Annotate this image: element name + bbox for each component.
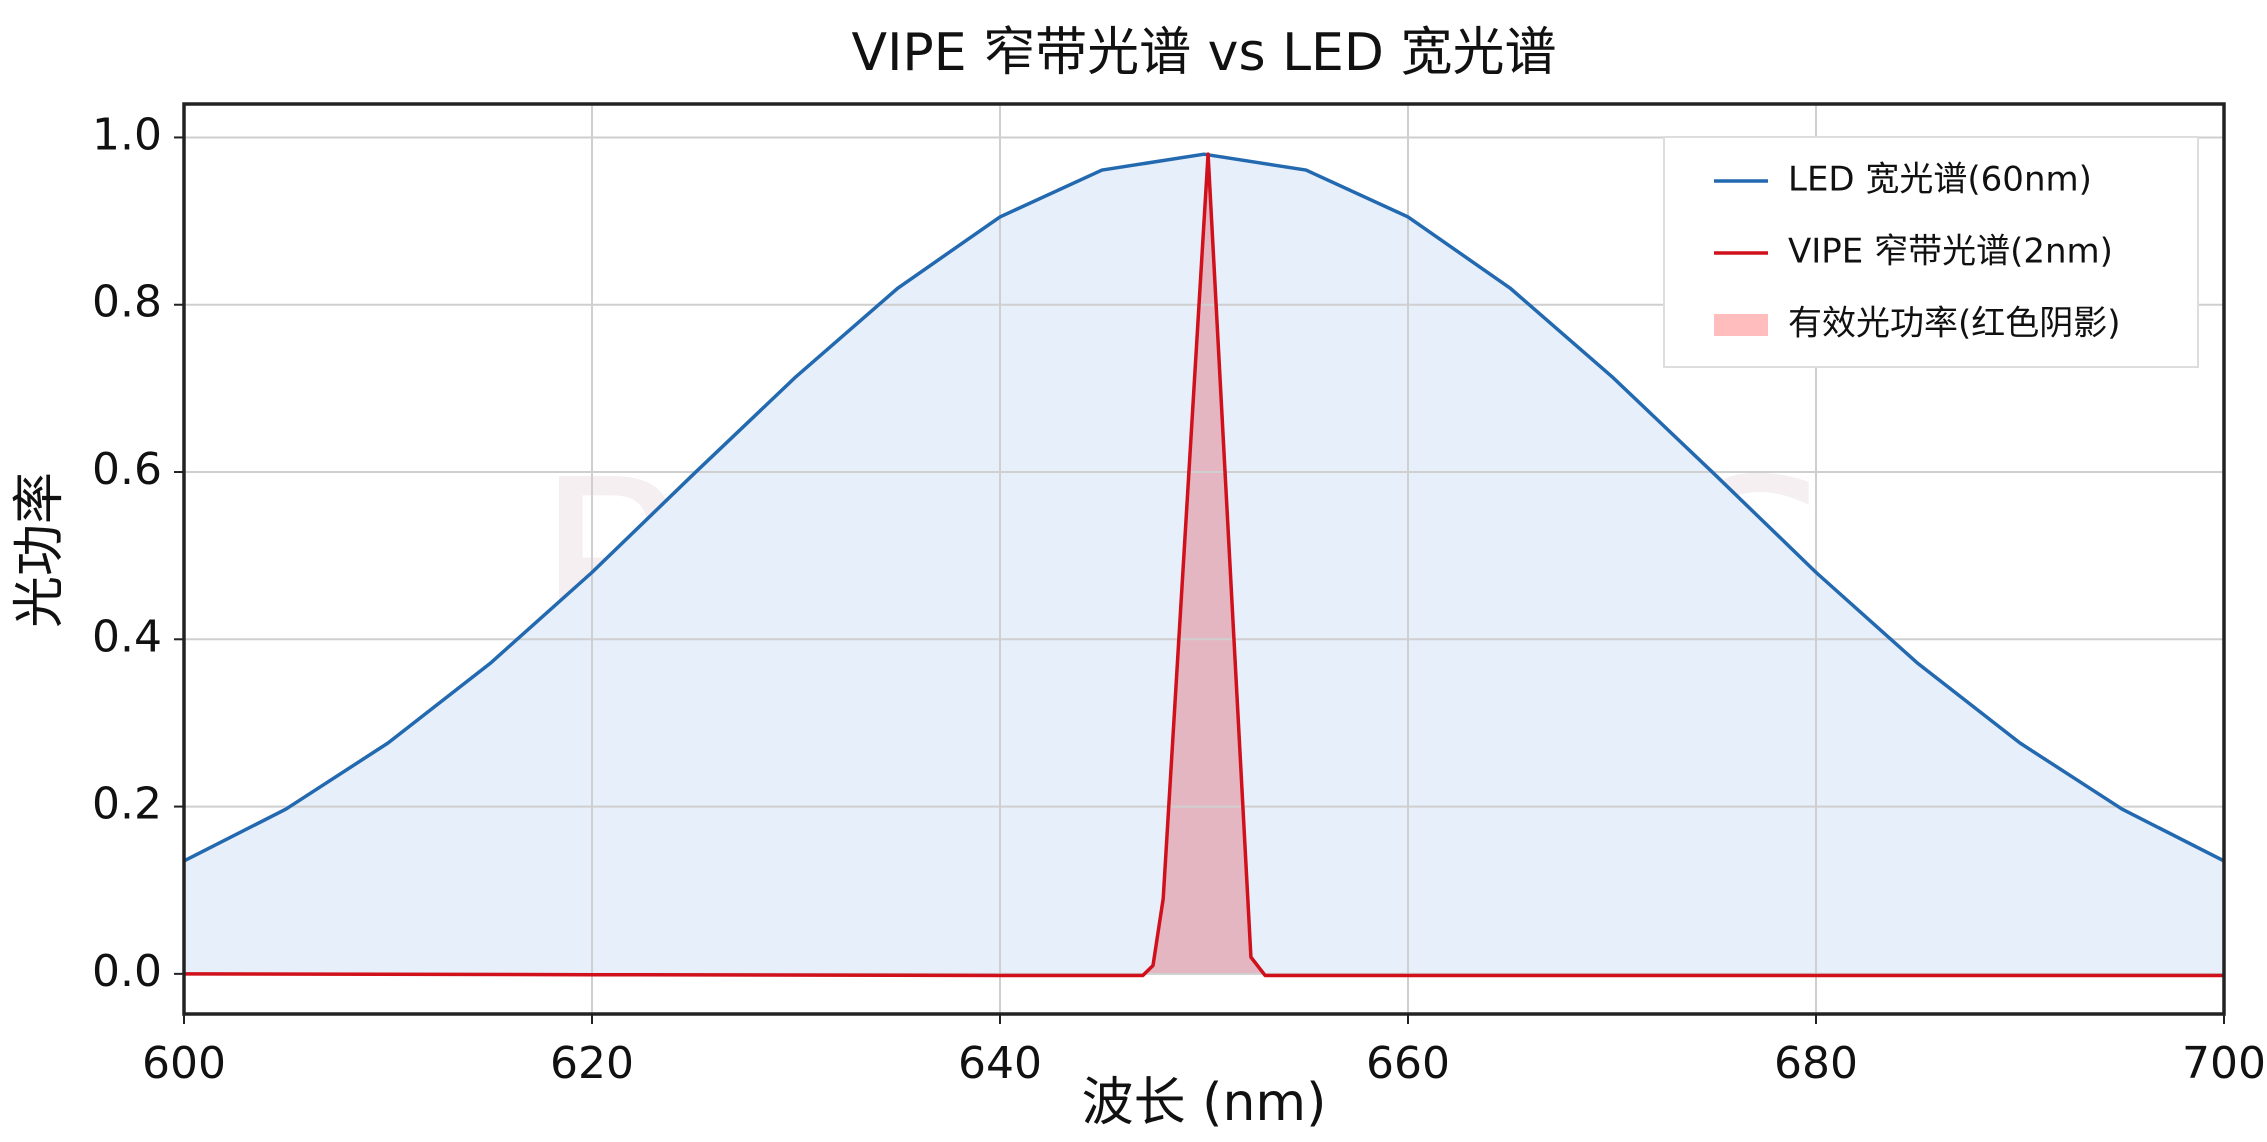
x-tick-label: 600 xyxy=(142,1038,226,1089)
plot-frame xyxy=(182,102,2226,1016)
y-tick-label: 0.6 xyxy=(92,444,162,495)
x-tick-label: 700 xyxy=(2182,1038,2266,1089)
legend-swatch xyxy=(1714,314,1768,336)
y-axis-label: 光功率 xyxy=(10,472,70,628)
x-tick-label: 680 xyxy=(1774,1038,1858,1089)
y-tick-label: 1.0 xyxy=(92,109,162,160)
legend-label: VIPE 窄带光谱(2nm) xyxy=(1788,232,2113,272)
y-tick-label: 0.2 xyxy=(92,779,162,830)
x-tick-label: 640 xyxy=(958,1038,1042,1089)
y-tick-label: 0.4 xyxy=(92,611,162,662)
y-tick-label: 0.8 xyxy=(92,277,162,328)
x-tick-label: 660 xyxy=(1366,1038,1450,1089)
series-line xyxy=(183,152,2224,978)
legend-label: 有效光功率(红色阴影) xyxy=(1788,304,2121,344)
area-fill xyxy=(184,154,2224,976)
x-tick-label: 620 xyxy=(550,1038,634,1089)
legend-label: LED 宽光谱(60nm) xyxy=(1788,160,2092,200)
series-line xyxy=(183,152,2225,863)
x-axis-label: 波长 (nm) xyxy=(1082,1073,1327,1133)
y-tick-label: 0.0 xyxy=(92,946,162,997)
chart-title: VIPE 窄带光谱 vs LED 宽光谱 xyxy=(852,23,1557,83)
